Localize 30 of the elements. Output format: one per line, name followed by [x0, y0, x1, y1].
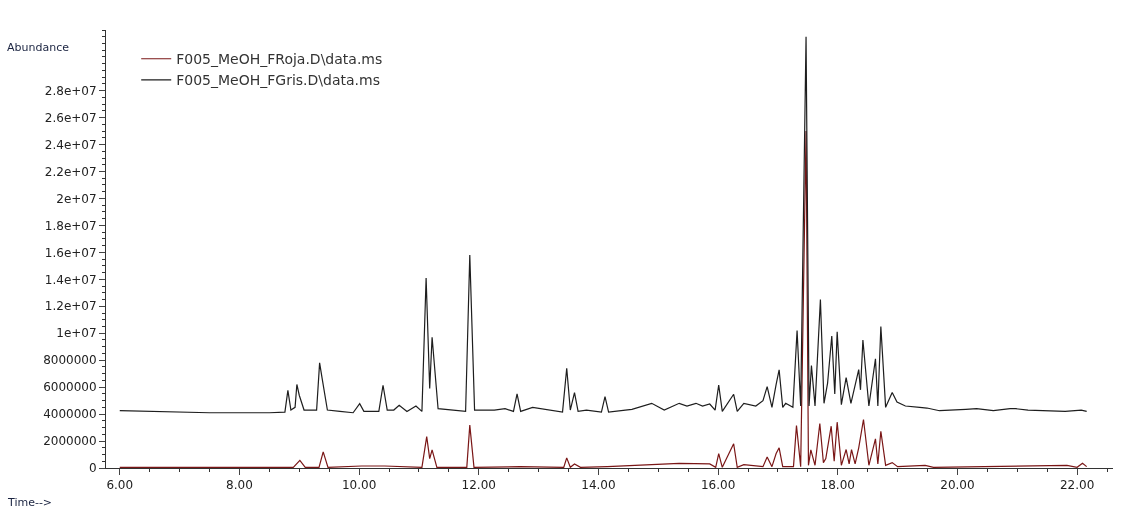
x-tick-label: 8.00: [226, 478, 253, 493]
x-tick-label: 12.00: [461, 478, 496, 493]
x-tick-label: 14.00: [581, 478, 616, 493]
x-tick-label: 6.00: [106, 478, 134, 493]
y-tick-label: 6000000: [43, 380, 97, 395]
line-series: [119, 130, 1088, 468]
x-axis-title: Time-->: [7, 496, 53, 509]
legend-label: F005_MeOH_FRoja.D\data.ms: [176, 51, 383, 68]
y-tick-label: 1.8e+07: [44, 218, 97, 233]
y-tick-label: 2.2e+07: [44, 164, 97, 179]
y-tick-label: 1e+07: [56, 326, 97, 341]
x-tick-label: 20.00: [940, 478, 975, 493]
x-tick-label: 18.00: [820, 478, 855, 493]
y-tick-label: 2.8e+07: [44, 83, 97, 98]
x-tick-label: 16.00: [700, 478, 736, 493]
y-tick-label: 4000000: [43, 407, 97, 422]
y-tick-label: 1.4e+07: [44, 272, 97, 287]
y-tick-label: 0: [88, 461, 97, 476]
legend-label: F005_MeOH_FGris.D\data.ms: [176, 72, 380, 89]
y-axis-title: Abundance: [7, 41, 70, 54]
y-tick-label: 1.6e+07: [44, 245, 97, 260]
y-tick-label: 1.2e+07: [44, 299, 97, 314]
y-tick-label: 2.6e+07: [44, 110, 97, 125]
x-tick-label: 10.00: [341, 478, 377, 493]
y-tick-label: 8000000: [43, 353, 97, 368]
line-series: [119, 36, 1088, 414]
y-tick-label: 2.4e+07: [44, 137, 97, 152]
x-tick-label: 22.00: [1059, 478, 1095, 493]
y-tick-label: 2e+07: [56, 191, 97, 206]
y-tick-label: 2000000: [43, 434, 97, 449]
